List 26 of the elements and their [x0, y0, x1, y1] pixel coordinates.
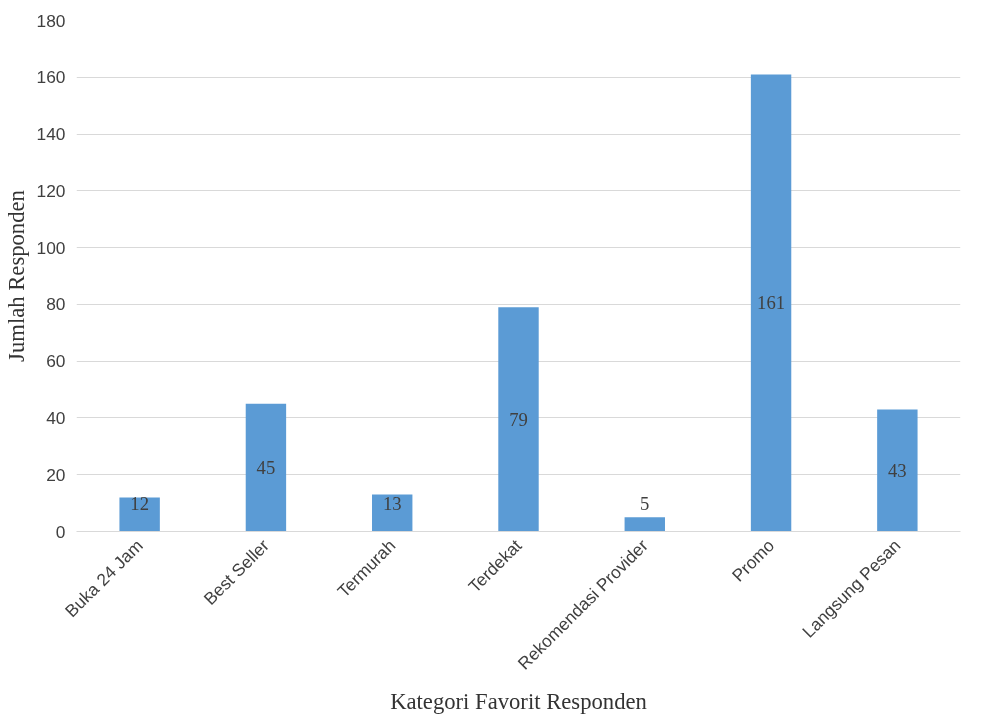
- y-tick-label: 20: [46, 464, 66, 485]
- bar: [245, 403, 287, 532]
- bar: [498, 307, 539, 532]
- y-tick-label: 80: [46, 294, 66, 315]
- data-label: 161: [757, 292, 786, 314]
- data-label: 13: [382, 492, 402, 514]
- y-tick-label: 180: [36, 10, 66, 31]
- data-label: 12: [130, 492, 149, 514]
- y-axis-title: Jumlah Responden: [3, 190, 29, 362]
- y-tick-label: 60: [46, 351, 66, 372]
- x-axis-title: Kategori Favorit Responden: [390, 688, 647, 714]
- y-tick-label: 40: [46, 407, 66, 428]
- data-label: 5: [640, 492, 650, 514]
- y-tick-label: 160: [36, 67, 66, 88]
- y-tick-label: 120: [36, 180, 66, 201]
- data-label: 79: [509, 408, 528, 430]
- bar: [372, 494, 413, 532]
- bar: [877, 409, 918, 532]
- y-tick-label: 0: [55, 521, 66, 542]
- y-tick-label: 100: [36, 237, 66, 258]
- y-tick-label: 140: [36, 124, 66, 145]
- bar: [750, 74, 792, 532]
- data-label: 45: [256, 457, 276, 479]
- data-label: 43: [888, 459, 907, 481]
- bar: [119, 497, 160, 532]
- bar: [624, 517, 665, 532]
